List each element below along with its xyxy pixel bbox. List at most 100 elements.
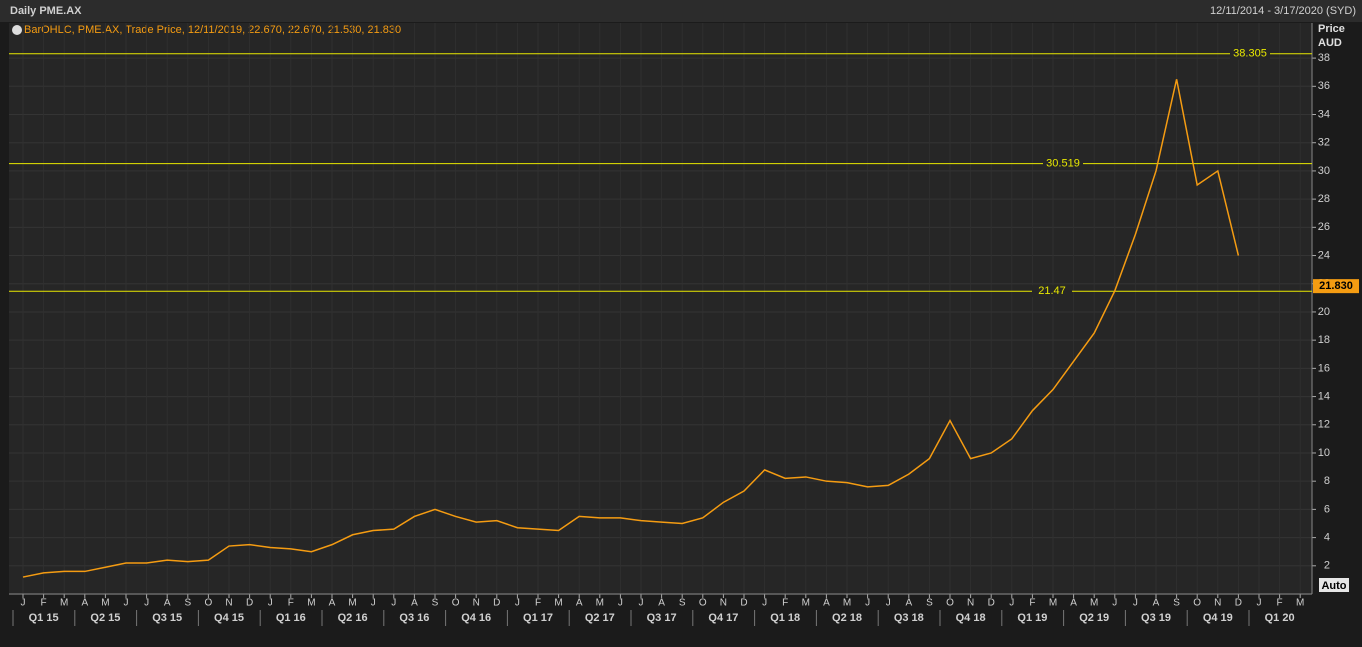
x-tick-label: M: [554, 598, 562, 609]
quarter-label: Q4 17: [708, 612, 738, 624]
x-tick-label: S: [1173, 598, 1180, 609]
x-tick-label: A: [81, 598, 88, 609]
x-tick-label: A: [164, 598, 171, 609]
x-tick-label: A: [1153, 598, 1160, 609]
reference-label-bg: [1043, 157, 1083, 170]
x-tick-label: F: [1029, 598, 1035, 609]
quarter-label: Q1 19: [1017, 612, 1047, 624]
x-tick-label: J: [144, 598, 149, 609]
y-tick-label: 30: [1318, 165, 1330, 177]
y-tick-label: 12: [1318, 419, 1330, 431]
x-tick-label: F: [288, 598, 294, 609]
x-tick-label: A: [1070, 598, 1077, 609]
x-tick-label: N: [1214, 598, 1221, 609]
x-tick-label: S: [679, 598, 686, 609]
quarter-label: Q1 15: [29, 612, 59, 624]
x-tick-label: N: [473, 598, 480, 609]
y-tick-label: 4: [1324, 531, 1330, 543]
x-tick-label: J: [762, 598, 767, 609]
x-tick-label: M: [1049, 598, 1057, 609]
quarter-label: Q2 19: [1079, 612, 1109, 624]
x-tick-label: J: [1112, 598, 1117, 609]
x-tick-label: J: [268, 598, 273, 609]
x-tick-label: F: [41, 598, 47, 609]
auto-button[interactable]: [1319, 578, 1349, 592]
y-tick-label: 14: [1318, 390, 1330, 402]
x-tick-label: J: [1009, 598, 1014, 609]
x-tick-label: F: [535, 598, 541, 609]
last-price-tag: [1313, 279, 1359, 294]
y-tick-label: 18: [1318, 334, 1330, 346]
quarter-label: Q3 18: [894, 612, 924, 624]
chart-title: Daily PME.AX: [10, 5, 82, 17]
x-tick-label: M: [1090, 598, 1098, 609]
y-axis-unit: AUD: [1318, 37, 1342, 49]
auto-button-label[interactable]: Auto: [1321, 580, 1346, 592]
x-tick-label: O: [452, 598, 460, 609]
x-tick-label: J: [124, 598, 129, 609]
reference-label: 38.305: [1233, 48, 1267, 60]
x-tick-label: A: [905, 598, 912, 609]
y-tick-label: 20: [1318, 306, 1330, 318]
x-tick-label: D: [493, 598, 500, 609]
y-tick-label: 8: [1324, 475, 1330, 487]
x-tick-label: J: [886, 598, 891, 609]
quarter-label: Q1 16: [276, 612, 306, 624]
legend-text: BarOHLC, PME.AX, Trade Price, 12/11/2019…: [24, 24, 401, 36]
x-tick-label: N: [967, 598, 974, 609]
x-tick-label: S: [184, 598, 191, 609]
x-tick-label: M: [843, 598, 851, 609]
quarter-label: Q4 19: [1203, 612, 1233, 624]
quarter-label: Q4 18: [956, 612, 986, 624]
quarter-label: Q2 18: [832, 612, 862, 624]
last-price-label: 21.830: [1319, 280, 1353, 292]
x-tick-label: A: [658, 598, 665, 609]
x-tick-label: F: [1277, 598, 1283, 609]
quarter-label: Q4 16: [461, 612, 491, 624]
x-tick-label: D: [1235, 598, 1242, 609]
legend-icon: [12, 25, 22, 35]
quarter-label: Q1 20: [1265, 612, 1295, 624]
x-tick-label: A: [576, 598, 583, 609]
header-bar: [0, 0, 1362, 22]
quarter-label: Q1 18: [770, 612, 800, 624]
x-tick-label: N: [225, 598, 232, 609]
x-tick-label: A: [411, 598, 418, 609]
y-tick-label: 26: [1318, 221, 1330, 233]
reference-label-bg: [1032, 285, 1072, 298]
x-tick-label: J: [371, 598, 376, 609]
quarter-label: Q2 17: [585, 612, 615, 624]
quarter-label: Q3 15: [152, 612, 182, 624]
x-tick-label: M: [60, 598, 68, 609]
y-tick-label: 36: [1318, 80, 1330, 92]
x-tick-label: M: [802, 598, 810, 609]
x-tick-label: D: [740, 598, 747, 609]
x-tick-label: O: [1193, 598, 1201, 609]
x-tick-label: D: [988, 598, 995, 609]
x-tick-label: M: [101, 598, 109, 609]
x-tick-label: J: [639, 598, 644, 609]
x-tick-label: M: [596, 598, 604, 609]
x-tick-label: A: [823, 598, 830, 609]
quarter-label: Q3 17: [647, 612, 677, 624]
x-tick-label: M: [348, 598, 356, 609]
price-line: [22, 79, 1240, 578]
x-tick-label: S: [432, 598, 439, 609]
y-tick-label: 2: [1324, 560, 1330, 572]
y-tick-label: 34: [1318, 108, 1330, 120]
x-tick-label: O: [205, 598, 213, 609]
y-tick-label: 28: [1318, 193, 1330, 205]
x-tick-label: J: [391, 598, 396, 609]
x-tick-label: M: [1296, 598, 1304, 609]
y-tick-label: 24: [1318, 249, 1330, 261]
x-tick-label: M: [307, 598, 315, 609]
x-tick-label: S: [926, 598, 933, 609]
x-tick-label: O: [699, 598, 707, 609]
x-tick-label: D: [246, 598, 253, 609]
quarter-label: Q3 19: [1141, 612, 1171, 624]
x-tick-label: N: [720, 598, 727, 609]
x-tick-label: J: [865, 598, 870, 609]
y-tick-label: 10: [1318, 447, 1330, 459]
date-range: 12/11/2014 - 3/17/2020 (SYD): [1210, 5, 1356, 17]
reference-label: 21.47: [1038, 285, 1066, 297]
